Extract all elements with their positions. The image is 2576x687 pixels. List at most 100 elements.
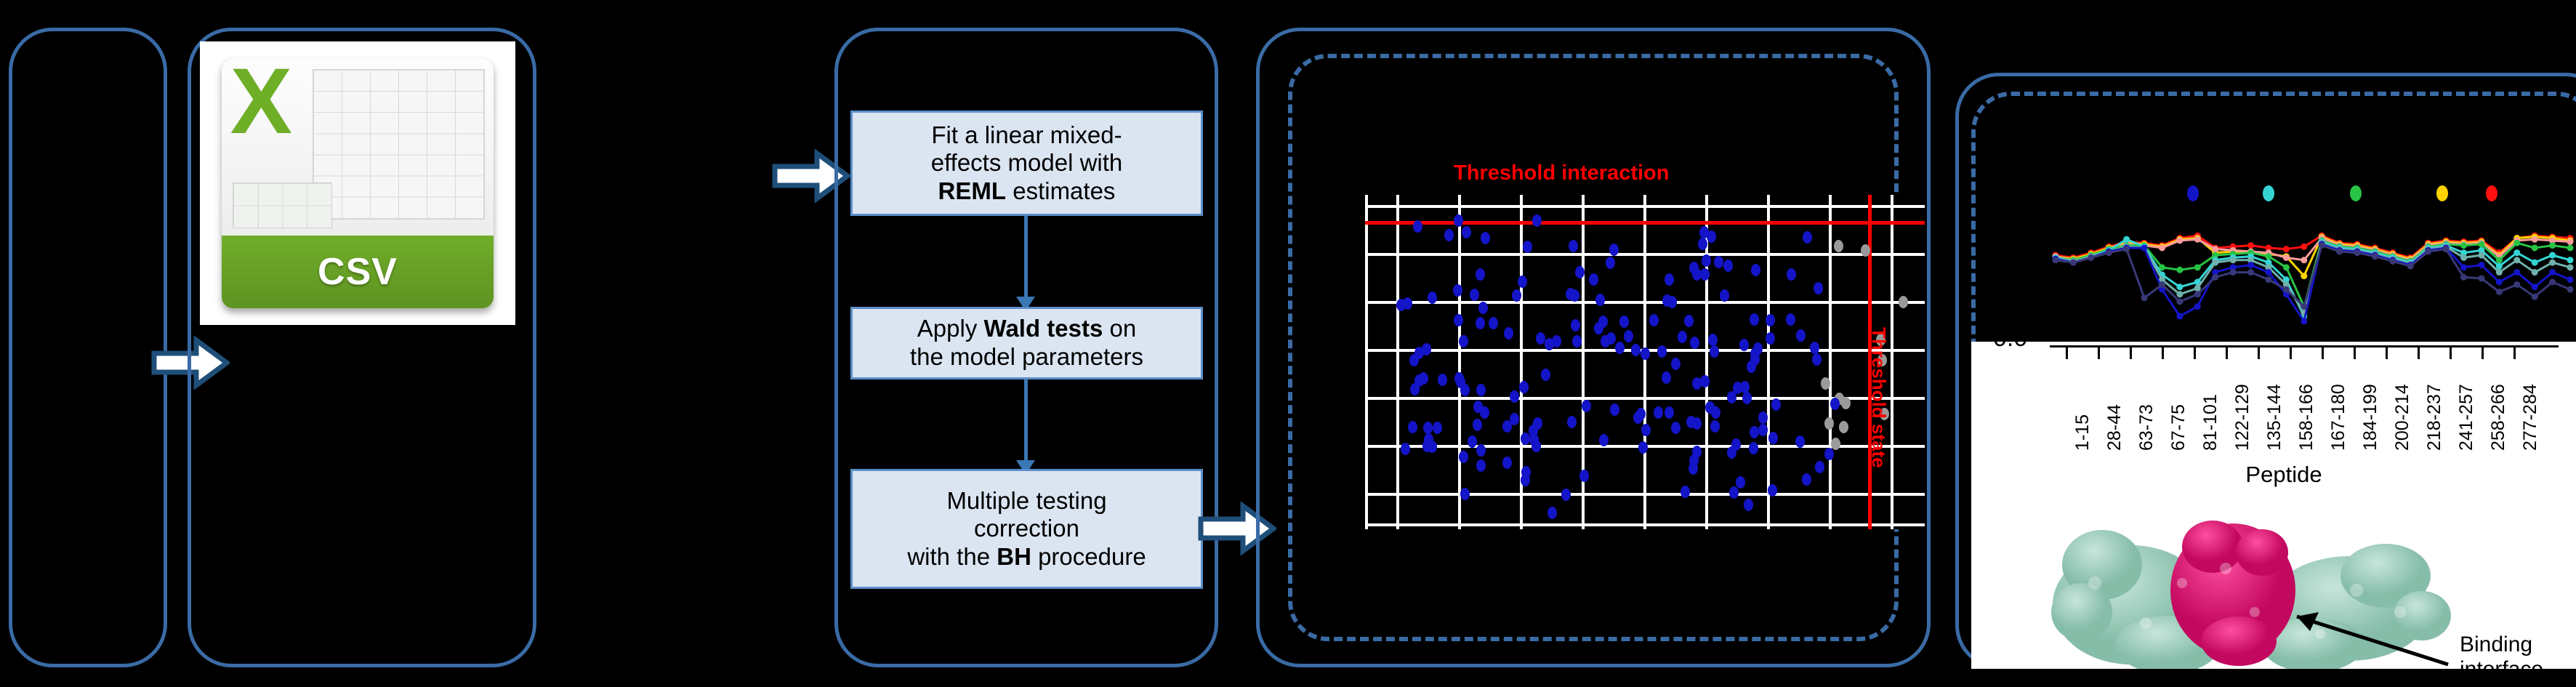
scatter-point [1460,488,1470,501]
scatter-point [1795,435,1805,448]
peptide-line-chart [2050,211,2576,349]
line-marker [2301,273,2308,280]
line-marker [2495,278,2503,286]
scatter-point [1569,239,1579,252]
x-axis-tick [2098,347,2100,359]
x-axis-tick [2386,347,2388,359]
scatter-point [1454,214,1464,228]
scatter-point [1569,289,1579,302]
scatter-point [1802,231,1812,244]
line-marker [2123,246,2130,253]
x-axis-tick-label: 218-237 [2424,384,2444,451]
scatter-point [1476,383,1486,396]
scatter-point [1861,244,1871,257]
panel-scatter [1256,28,1931,667]
line-marker [2567,244,2574,252]
scatter-point [1422,440,1433,453]
line-marker [2495,257,2503,264]
scatter-point [1561,488,1571,501]
grid-line-v [1643,195,1646,529]
line-marker [2478,252,2485,259]
callout-line1: Binding [2460,632,2533,656]
scatter-point [1614,342,1625,355]
fit-model-line2: effects model with [930,149,1123,177]
line-marker [2567,276,2574,284]
scatter-point [1512,289,1522,302]
scatter-point [1771,398,1781,411]
line-marker [2212,259,2219,266]
line-marker [2158,281,2165,288]
scatter-point [1459,451,1469,464]
line-marker [2513,281,2521,288]
line-marker [2176,291,2183,298]
scatter-point [1502,419,1513,433]
wald-bold: Wald tests [983,315,1103,342]
line-marker [2176,266,2183,273]
line-marker [2194,303,2201,310]
callout-line2: interface [2460,656,2544,681]
scatter-point [1749,313,1759,326]
line-marker [2229,269,2237,276]
scatter-point [1401,443,1411,455]
peptide-axis-card: 0.0 1-15 28-44 63-73 67-75 81-101 122-129 135-… [1971,324,2576,681]
line-marker [2460,254,2468,261]
line-marker [2212,252,2219,259]
scatter-point [1408,420,1418,433]
threshold-state-label: Threshold state [1868,327,1890,468]
line-marker [2229,264,2237,271]
line-marker [2194,278,2201,286]
bh-post: procedure [1031,542,1146,570]
line-marker [2212,269,2219,276]
x-axis-tick-label: 277-284 [2520,384,2540,451]
line-marker [2194,236,2201,243]
scatter-point [1838,421,1848,434]
legend-dot-red [2486,185,2497,201]
grid-line-h [1365,253,1925,256]
arrow-csv-to-model [772,149,850,203]
line-marker [2176,284,2183,291]
scatter-point [1731,438,1742,451]
scatter-point [1475,268,1485,281]
scatter-point [1649,314,1659,327]
line-marker [2265,259,2272,266]
line-marker [2531,259,2538,266]
csv-grid-secondary [233,182,332,229]
scatter-point [1702,254,1712,267]
x-axis-tick-label: 1-15 [2072,414,2093,451]
scatter-point [1476,444,1486,457]
scatter-point [1880,408,1890,421]
scatter-point [1452,284,1462,297]
scatter-point [1768,431,1778,444]
line-marker [2282,246,2290,253]
scatter-plot [1365,195,1925,529]
wald-tests-box: Apply Wald tests on the model parameters [850,307,1203,379]
line-marker [2531,244,2538,252]
line-marker [2105,249,2112,257]
x-axis-tick-label: 200-214 [2392,384,2412,451]
x-axis-tick-label: 135-144 [2264,384,2285,451]
scatter-point [1522,240,1532,253]
x-axis-tick [2258,347,2260,359]
scatter-point [1531,214,1542,227]
excel-x-letter: X [230,58,292,153]
scatter-point [1766,332,1776,345]
line-marker [2069,259,2077,266]
line-marker [2123,236,2130,243]
scatter-point [1421,343,1431,356]
scatter-point [1729,486,1739,499]
x-axis-tick-label: 167-180 [2328,384,2348,451]
scatter-point [1631,344,1641,357]
grid-line-v [1891,195,1893,529]
scatter-point [1876,333,1886,346]
line-marker [2549,252,2556,259]
line-marker [2425,248,2432,255]
scatter-point [1520,473,1530,486]
line-marker [2176,237,2183,244]
csv-format-label: CSV [318,250,398,293]
line-marker [2212,246,2219,253]
line-marker [2336,248,2343,255]
csv-label-band: CSV [222,236,494,308]
scatter-point [1461,226,1471,239]
scatter-point [1699,225,1709,238]
scatter-point [1657,345,1667,358]
